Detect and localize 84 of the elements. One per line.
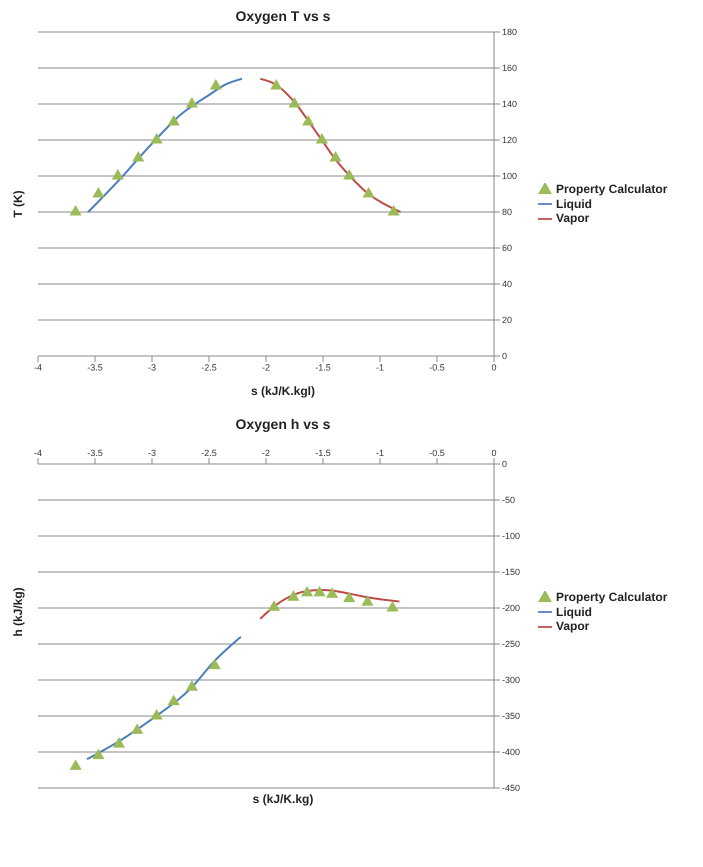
y-tick-label: -250 [502, 639, 520, 650]
point [92, 748, 104, 760]
y-tick-label: 0 [502, 459, 508, 470]
point [314, 586, 326, 596]
x-tick-label: 0 [491, 448, 497, 458]
x-tick-label: -4 [34, 448, 42, 458]
x-tick-label: -2 [262, 362, 270, 372]
x-tick-label: -0.5 [429, 448, 445, 458]
point [208, 658, 221, 670]
point [70, 759, 82, 770]
x-tick-label: -3.5 [87, 362, 103, 372]
x-tick-label: -2.5 [201, 448, 217, 458]
x-tick-label: -3 [148, 362, 156, 372]
line-series [87, 78, 244, 213]
legend-label: Vapor [556, 211, 590, 226]
legend-label: Property Calculator [556, 182, 668, 196]
y-tick-label: -200 [502, 603, 520, 614]
y-tick-label: -300 [502, 675, 520, 686]
y-tick-label: 180 [502, 27, 518, 38]
x-tick-label: -3 [148, 448, 156, 458]
y-tick-label: 120 [502, 135, 518, 146]
x-tick-label: -3.5 [87, 448, 103, 458]
point [70, 204, 82, 216]
point [150, 132, 163, 144]
y-tick-label: -450 [502, 783, 520, 794]
x-axis-title: s (kJ/K.kgl) [250, 384, 316, 398]
y-tick-label: 0 [502, 351, 508, 362]
point [210, 78, 222, 90]
point [168, 114, 180, 126]
x-tick-label: -4 [34, 362, 42, 372]
chart-title: Oxygen h vs s [234, 416, 332, 432]
x-tick-label: -2 [262, 448, 270, 458]
y-axis-title: T (K) [11, 190, 25, 218]
point [326, 587, 338, 598]
x-tick-label: 0 [491, 362, 497, 372]
point [343, 168, 356, 180]
point [168, 694, 180, 706]
point [112, 168, 124, 180]
point [300, 586, 314, 596]
legend-label: Liquid [556, 604, 592, 619]
point [362, 186, 375, 198]
chart-title: Oxygen T vs s [234, 8, 332, 24]
y-tick-label: -100 [502, 531, 520, 542]
point [302, 114, 314, 126]
y-tick-label: 20 [502, 315, 512, 326]
legend-label: Vapor [556, 619, 590, 634]
y-tick-label: 140 [502, 99, 518, 110]
legend-label: Liquid [556, 196, 592, 211]
point [329, 150, 342, 162]
y-tick-label: 100 [502, 171, 518, 182]
x-tick-label: -1 [376, 362, 384, 372]
point [288, 96, 301, 108]
point [343, 592, 356, 602]
y-tick-label: 160 [502, 63, 518, 74]
point [186, 680, 198, 691]
y-tick-label: -350 [502, 711, 520, 722]
legend-label: Property Calculator [556, 590, 668, 604]
point [150, 708, 163, 720]
point [132, 150, 144, 162]
point [287, 590, 300, 601]
x-tick-label: -2.5 [201, 362, 217, 372]
point [270, 78, 282, 90]
x-axis-title: s (kJ/K.kg) [252, 792, 314, 806]
x-tick-label: -1.5 [315, 448, 331, 458]
point [268, 600, 280, 611]
point [388, 204, 400, 216]
line-series [86, 636, 242, 760]
point [131, 723, 144, 734]
point [112, 737, 126, 748]
x-tick-label: -1.5 [315, 362, 331, 372]
y-axis-title: h (kJ/kg) [11, 587, 25, 637]
x-tick-label: -0.5 [429, 362, 445, 372]
point [186, 96, 198, 108]
point [361, 595, 374, 606]
point [386, 600, 399, 612]
y-tick-label: -400 [502, 747, 520, 758]
point [92, 186, 104, 198]
x-tick-label: -1 [376, 448, 384, 458]
y-tick-label: -50 [502, 495, 516, 506]
y-tick-label: 40 [502, 279, 512, 290]
point [316, 132, 328, 144]
y-tick-label: -150 [502, 567, 520, 578]
y-tick-label: 60 [502, 243, 512, 254]
y-tick-label: 80 [502, 207, 512, 218]
